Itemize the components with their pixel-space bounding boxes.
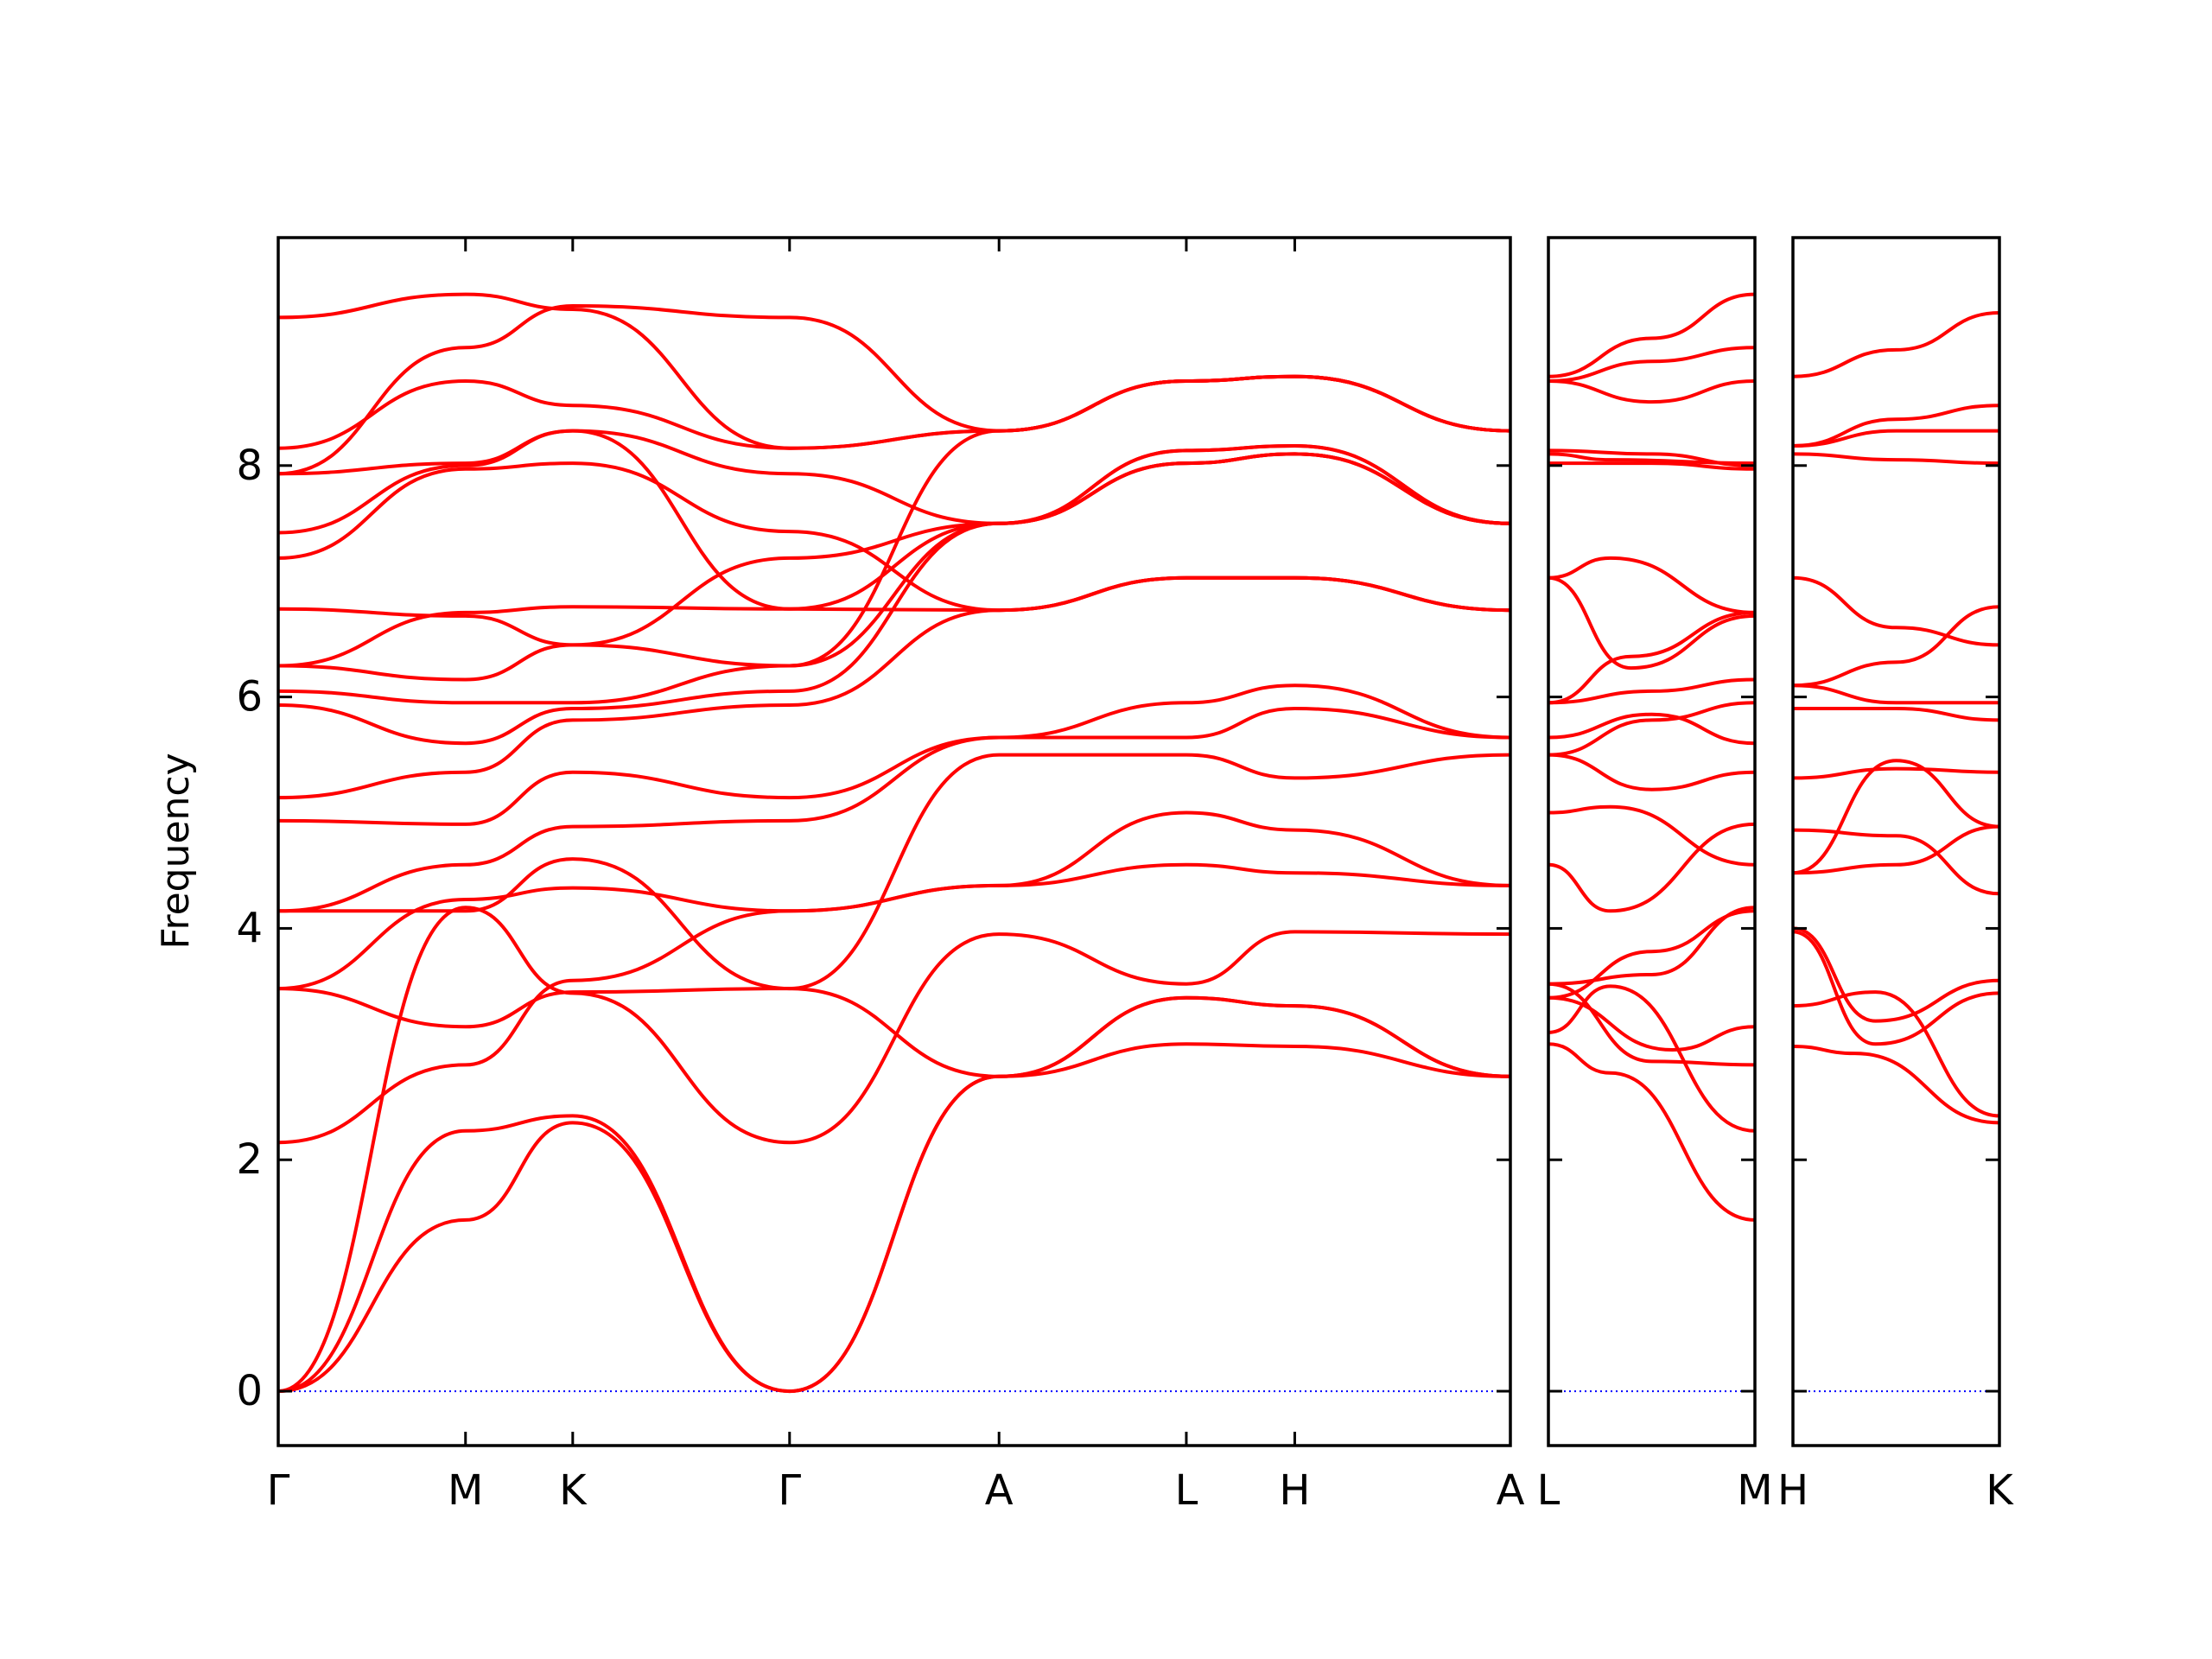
band-line-b15 [1792,404,2000,448]
y-tick-label: 6 [236,673,263,721]
band-line-b8 [1548,804,1756,867]
band-line-b3 [1792,930,2000,1046]
band-line-b7 [1548,822,1756,913]
plot-frame [1547,236,1757,1447]
x-tick-label: A [1497,1466,1525,1515]
band-line-b14 [1792,429,1999,448]
band-line-b18 [1548,452,1756,466]
band-line-b9 [277,683,1511,826]
band-line-b9 [1548,753,1756,791]
y-tick-label: 2 [236,1135,263,1184]
y-tick-label: 0 [236,1367,263,1415]
band-line-b16 [277,461,1511,613]
x-tick-label: K [559,1466,588,1515]
band-line-b16 [1792,311,2000,378]
y-axis-label: Frequency [154,753,198,949]
band-line-b1 [1548,1042,1756,1222]
band-line-b17 [277,429,1511,611]
x-tick-label: Γ [778,1466,801,1515]
band-line-b8 [1792,766,2000,780]
band-line-b12 [1792,575,2000,647]
band-line-b7 [1792,828,2000,896]
band-line-b3 [277,906,1511,1394]
band-line-b6 [277,810,1511,991]
band-line-b6 [1548,906,1756,986]
band-line-b5 [1792,759,2000,875]
band-line-b20 [1548,379,1756,404]
band-line-b10 [1792,683,1999,705]
band-line-b11 [1548,701,1756,757]
x-tick-label: H [1279,1466,1310,1515]
band-line-b19 [1548,346,1756,383]
band-line-b18 [277,429,1511,525]
x-tick-label: Γ [267,1466,290,1515]
x-tick-label: M [448,1466,483,1515]
band-line-b5 [277,987,1511,1078]
band-line-b21 [277,292,1511,450]
plot-frame [1791,236,2001,1447]
plot-frame [276,236,1512,1447]
band-line-b6 [1792,824,2000,875]
band-line-b8 [277,707,1511,913]
y-tick-label: 8 [236,442,263,490]
band-line-b1 [1792,1045,2000,1125]
band-line-b9 [1793,706,2000,722]
band-line-b4 [1792,926,2000,1023]
panel-1: Γ M K Γ A L H A 0 2 4 6 8 [236,236,1525,1515]
x-tick-label: M [1737,1466,1772,1515]
x-tick-label: K [1986,1466,2014,1515]
x-tick-label: L [1175,1466,1198,1515]
band-line-b16 [1548,461,1756,471]
band-line-b4 [1548,982,1756,1067]
band-line-b13 [1548,610,1756,705]
band-line-b2 [1792,990,2000,1118]
band-line-b12 [1548,677,1756,705]
band-line-b2 [1548,984,1756,1133]
band-line-b13 [1792,452,2000,466]
band-line-b7 [278,753,1511,991]
band-line-b15 [1548,556,1756,614]
x-tick-label: H [1777,1466,1808,1515]
x-tick-label: A [985,1466,1014,1515]
band-line-b14 [1548,575,1756,671]
band-line-b10 [1548,712,1756,746]
band-line-b5 [1548,909,1756,1000]
band-line-b11 [1792,605,2000,688]
band-line-b21 [1548,292,1756,378]
y-tick-label: 4 [236,904,263,952]
x-tick-label: L [1537,1466,1560,1515]
